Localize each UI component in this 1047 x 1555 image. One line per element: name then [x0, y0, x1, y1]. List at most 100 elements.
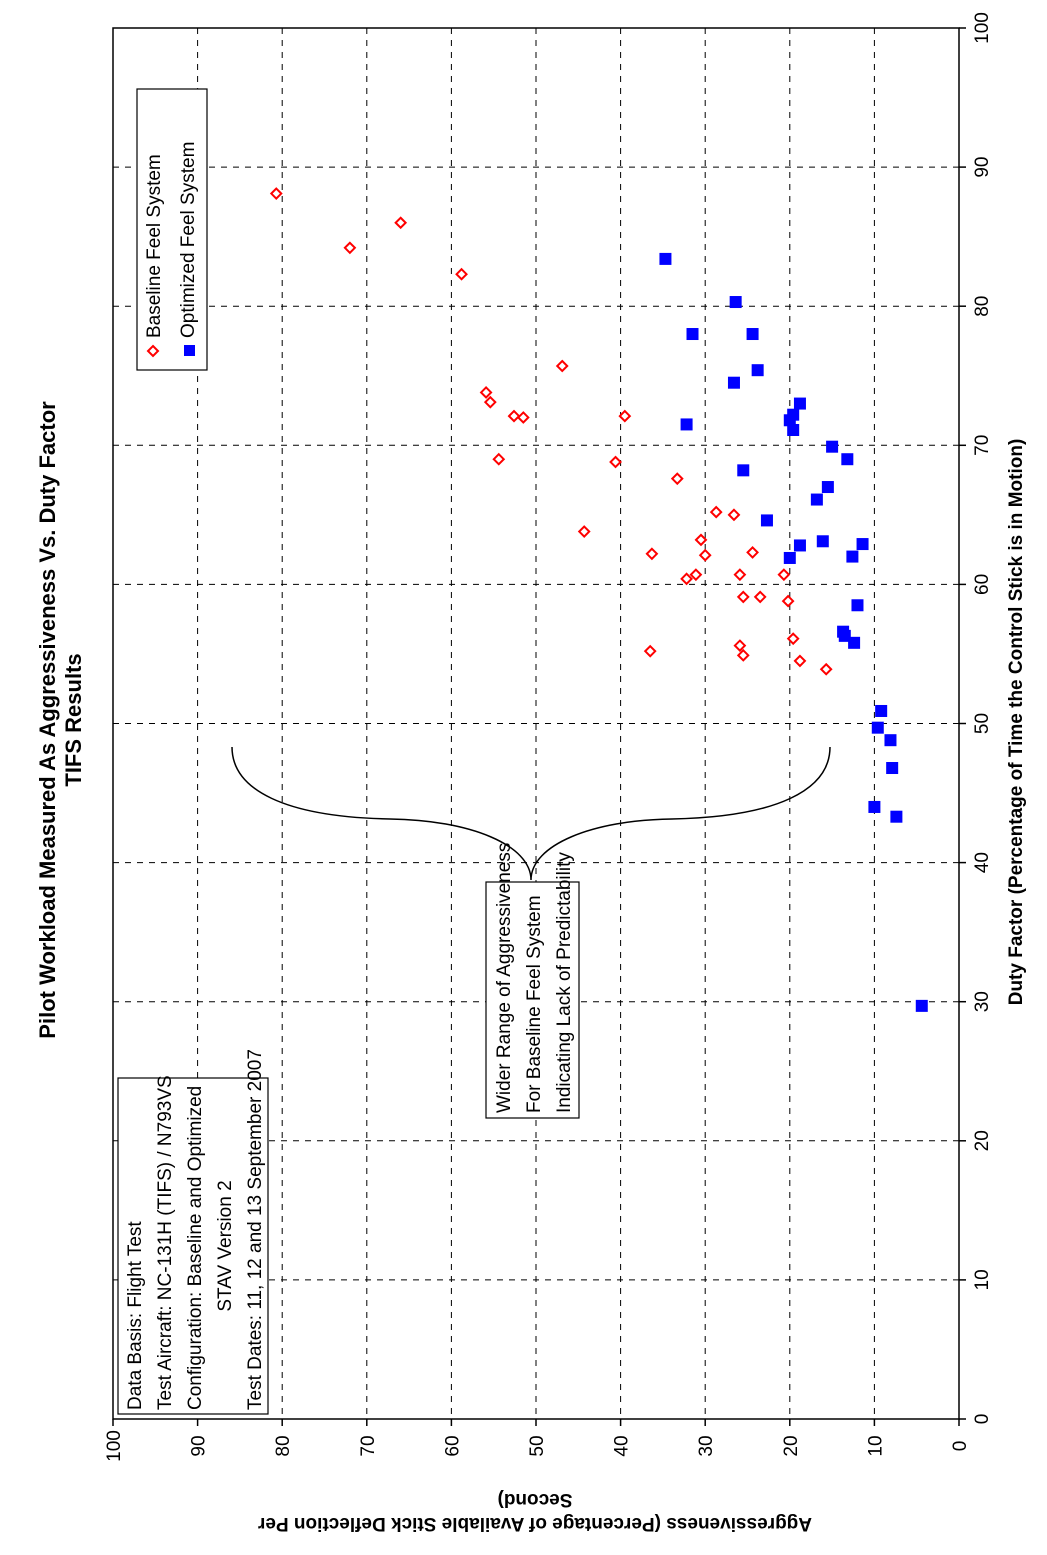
- baseline-point: [736, 648, 750, 662]
- chart-title-line-2: TIFS Results: [61, 653, 86, 786]
- x-tick-label: 50: [972, 713, 993, 734]
- baseline-point: [689, 568, 703, 582]
- legend-entry-baseline: Baseline Feel System: [144, 154, 165, 358]
- y-tick-label: 60: [442, 1435, 463, 1456]
- y-tick-label: 90: [189, 1435, 210, 1456]
- optimized-point: [751, 364, 764, 377]
- optimized-point: [787, 423, 800, 436]
- legend-entry-optimized: Optimized Feel System: [178, 142, 199, 356]
- optimized-point: [760, 514, 773, 527]
- baseline-point: [694, 533, 708, 547]
- optimized-point: [686, 328, 699, 341]
- x-tick-label: 90: [972, 157, 993, 178]
- baseline-point: [483, 395, 497, 409]
- series-baseline: [269, 187, 833, 676]
- baseline-point: [733, 568, 747, 582]
- optimized-point: [890, 810, 903, 823]
- optimized-point: [746, 328, 759, 341]
- optimized-point: [886, 762, 899, 775]
- baseline-point: [343, 241, 357, 255]
- bracket: [231, 746, 831, 881]
- baseline-point: [516, 411, 530, 424]
- optimized-point: [875, 704, 888, 717]
- info-line-2: Test Aircraft: NC-131H (TIFS) / N793VS: [155, 1075, 176, 1410]
- optimized-point: [838, 629, 851, 642]
- y-tick-labels: 0 10 20 30 40 50 60 70 80 90 100: [104, 1430, 971, 1462]
- chart-title-line-1: Pilot Workload Measured As Aggressivenes…: [35, 401, 60, 1039]
- y-tick-label: 10: [865, 1435, 886, 1456]
- y-tick-label: 50: [527, 1435, 548, 1456]
- baseline-point: [786, 632, 800, 646]
- x-tick-label: 40: [972, 852, 993, 873]
- info-line-4: STAV Version 2: [215, 1180, 236, 1311]
- baseline-point: [479, 386, 493, 399]
- x-tick-label: 60: [972, 574, 993, 595]
- bracket-note-line-3: Indicating Lack of Predictability: [554, 852, 575, 1113]
- optimized-point: [848, 636, 861, 649]
- baseline-point: [507, 409, 521, 423]
- optimized-point: [727, 376, 740, 389]
- y-axis-title-group: Aggressiveness (Percentage of Available …: [257, 1489, 812, 1534]
- bracket-note-text: Wider Range of Aggressiveness For Baseli…: [494, 843, 575, 1113]
- optimized-point: [856, 538, 869, 551]
- baseline-point: [680, 572, 694, 586]
- baseline-point: [609, 455, 622, 469]
- x-tick-label: 10: [972, 1269, 993, 1290]
- optimized-point: [793, 539, 806, 552]
- y-axis-title-line-2: Second): [498, 1489, 573, 1510]
- baseline-point: [643, 644, 657, 658]
- baseline-point: [670, 472, 684, 486]
- x-tick-label: 70: [972, 435, 993, 456]
- baseline-point: [618, 409, 632, 423]
- baseline-point: [455, 267, 468, 281]
- baseline-point: [736, 590, 750, 604]
- optimized-point: [826, 440, 839, 453]
- legend-marker-optimized: [184, 345, 195, 356]
- info-box-text: Data Basis: Flight Test Test Aircraft: N…: [125, 1049, 266, 1410]
- info-line-1: Data Basis: Flight Test: [125, 1221, 146, 1410]
- y-tick-label: 40: [612, 1435, 633, 1456]
- baseline-point: [781, 594, 795, 608]
- legend-marker-baseline: [146, 344, 160, 358]
- optimized-point: [783, 551, 796, 564]
- bracket-note-line-2: For Baseline Feel System: [524, 895, 545, 1113]
- baseline-point: [793, 654, 807, 668]
- baseline-point: [698, 548, 712, 562]
- optimized-point: [846, 550, 859, 563]
- optimized-point: [737, 464, 750, 477]
- legend: [136, 88, 208, 371]
- series-optimized: [659, 252, 928, 1012]
- optimized-point: [816, 535, 829, 548]
- baseline-point: [492, 452, 506, 466]
- optimized-point: [783, 414, 796, 427]
- chart-title-group: Pilot Workload Measured As Aggressivenes…: [35, 401, 86, 1039]
- optimized-point: [868, 800, 881, 813]
- data-points: [269, 187, 928, 1012]
- baseline-point: [746, 545, 759, 559]
- y-tick-label: 20: [781, 1435, 802, 1456]
- baseline-point: [555, 359, 569, 373]
- optimized-point: [659, 252, 672, 265]
- optimized-point: [821, 481, 834, 494]
- x-tick-labels: 0 10 20 30 40 50 60 70 80 90 100: [972, 12, 993, 1424]
- baseline-point: [819, 662, 833, 676]
- baseline-point: [269, 187, 283, 200]
- optimized-point: [680, 418, 693, 431]
- optimized-point: [851, 599, 864, 612]
- bracket-note-line-1: Wider Range of Aggressiveness: [494, 843, 515, 1113]
- baseline-point: [777, 568, 791, 582]
- info-line-5: Test Dates: 11, 12 and 13 September 2007: [245, 1049, 266, 1410]
- baseline-point: [733, 639, 747, 653]
- optimized-point: [729, 296, 742, 309]
- legend-label-optimized: Optimized Feel System: [178, 142, 199, 338]
- info-box: [117, 1077, 269, 1415]
- optimized-point: [871, 721, 884, 734]
- x-axis-title: Duty Factor (Percentage of Time the Cont…: [1006, 439, 1027, 1006]
- y-tick-label: 100: [104, 1430, 125, 1462]
- tick-marks: [112, 27, 966, 1426]
- y-tick-label: 30: [696, 1435, 717, 1456]
- optimized-point: [884, 734, 897, 747]
- legend-label-baseline: Baseline Feel System: [144, 154, 165, 338]
- x-tick-label: 30: [972, 991, 993, 1012]
